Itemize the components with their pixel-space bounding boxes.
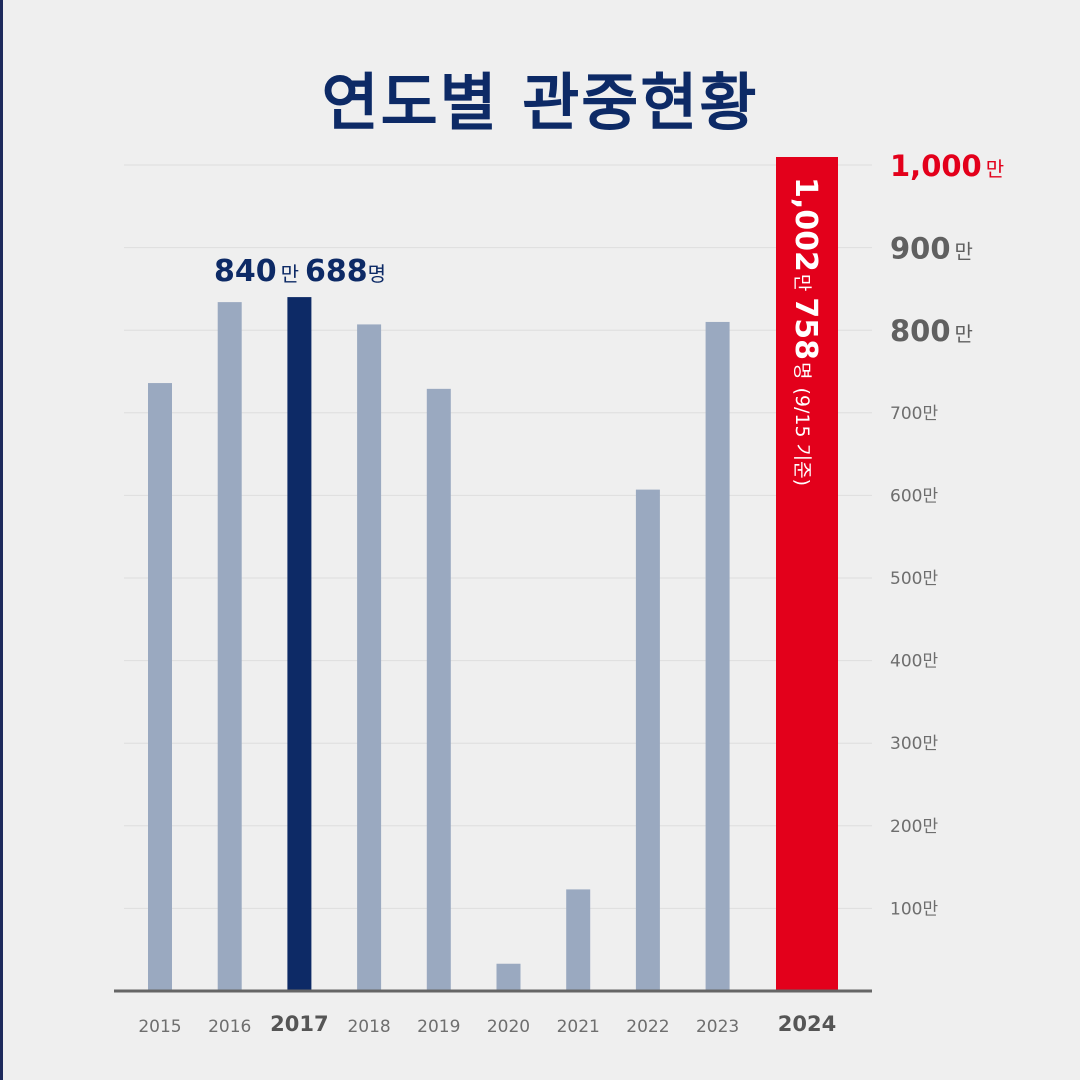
bar-2018 — [357, 324, 382, 992]
y-tick-label: 400만 — [890, 652, 938, 672]
annotation-2024-note: (9/15 기준) — [791, 388, 813, 487]
y-tick-label: 1,000 만 — [890, 149, 1004, 183]
bar-2023 — [705, 321, 730, 991]
annotation-2024-unit2: 명 — [791, 362, 813, 379]
x-tick-label-2017: 2017 — [270, 1012, 328, 1036]
x-tick-label-2024: 2024 — [778, 1012, 836, 1036]
x-tick-label-2022: 2022 — [626, 1017, 669, 1037]
y-axis-ticks: 100만 200만 300만 400만 500만 600만 700만 800 만 900 만 1,00… — [890, 149, 1004, 919]
x-tick-label-2015: 2015 — [138, 1017, 181, 1037]
annotation-2024-num2: 758 — [788, 297, 823, 360]
bar-2022 — [635, 489, 660, 991]
x-axis-labels: 2015 2016 2017 2018 2019 2020 2021 2022 2023 2024 — [138, 1012, 836, 1037]
left-edge-rule — [0, 0, 3, 1080]
bars — [148, 157, 838, 992]
annotation-2017: 840 만 688명 — [214, 254, 386, 289]
x-tick-label-2023: 2023 — [696, 1017, 739, 1037]
x-tick-label-2019: 2019 — [417, 1017, 460, 1037]
x-tick-label-2018: 2018 — [347, 1017, 390, 1037]
grid-lines — [124, 164, 872, 909]
bar-2024 — [776, 157, 838, 991]
y-tick-label: 900 만 — [890, 232, 973, 266]
x-tick-label-2021: 2021 — [557, 1017, 600, 1037]
y-tick-label: 200만 — [890, 817, 938, 837]
bar-2016 — [217, 302, 242, 992]
y-tick-label: 600만 — [890, 486, 938, 506]
annotation-2017-unit1: 만 — [281, 262, 299, 286]
annotation-2017-num1: 840 — [214, 254, 277, 289]
bar-2019 — [426, 388, 451, 991]
y-tick-label: 700만 — [890, 404, 938, 424]
chart-title: 연도별 관중현황 — [321, 66, 759, 139]
bar-2015 — [148, 383, 172, 992]
annotation-2024: 1,002 만 758 명 (9/15 기준) — [788, 177, 823, 486]
bar-2017 — [287, 297, 312, 992]
annotation-2024-unit1: 만 — [791, 274, 813, 291]
y-tick-label: 100만 — [890, 899, 938, 919]
annotation-2017-unit2: 명 — [368, 262, 386, 286]
x-tick-label-2016: 2016 — [208, 1017, 251, 1037]
y-tick-label: 300만 — [890, 734, 938, 754]
annotation-2017-num2: 688 — [305, 254, 368, 289]
y-tick-label: 500만 — [890, 569, 938, 589]
bar-2020 — [496, 963, 521, 991]
annotation-2024-num1: 1,002 — [788, 177, 823, 272]
y-tick-label: 800 만 — [890, 314, 973, 348]
bar-2021 — [566, 889, 591, 991]
x-tick-label-2020: 2020 — [487, 1017, 530, 1037]
